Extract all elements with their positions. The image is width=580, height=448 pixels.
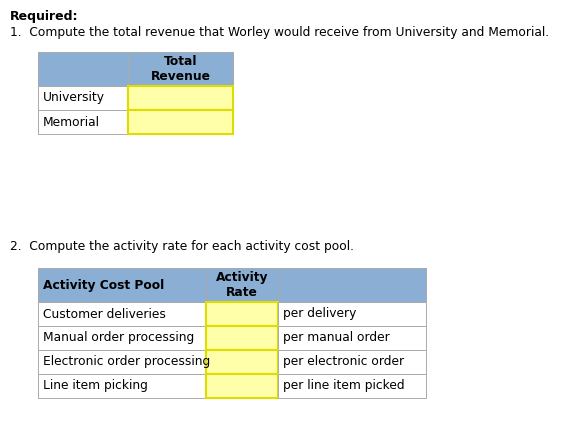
- Bar: [206, 302, 278, 326]
- Text: per delivery: per delivery: [283, 307, 356, 320]
- Text: Memorial: Memorial: [43, 116, 100, 129]
- Text: Activity
Rate: Activity Rate: [216, 271, 268, 299]
- Bar: [278, 268, 426, 302]
- Text: per line item picked: per line item picked: [283, 379, 405, 392]
- Bar: [38, 52, 128, 86]
- Text: per electronic order: per electronic order: [283, 356, 404, 369]
- Bar: [206, 374, 278, 398]
- Bar: [206, 326, 278, 350]
- Bar: [278, 302, 426, 326]
- Text: Required:: Required:: [10, 10, 78, 23]
- Bar: [128, 52, 233, 86]
- Bar: [38, 110, 128, 134]
- Bar: [38, 350, 206, 374]
- Bar: [128, 110, 233, 134]
- Text: Manual order processing: Manual order processing: [43, 332, 194, 345]
- Bar: [278, 350, 426, 374]
- Bar: [278, 326, 426, 350]
- Bar: [38, 374, 206, 398]
- Text: University: University: [43, 91, 105, 104]
- Bar: [206, 350, 278, 374]
- Text: per manual order: per manual order: [283, 332, 390, 345]
- Text: Electronic order processing: Electronic order processing: [43, 356, 210, 369]
- Bar: [128, 86, 233, 110]
- Text: Activity Cost Pool: Activity Cost Pool: [43, 279, 164, 292]
- Text: Total
Revenue: Total Revenue: [150, 55, 211, 83]
- Text: Line item picking: Line item picking: [43, 379, 148, 392]
- Bar: [38, 302, 206, 326]
- Bar: [206, 268, 278, 302]
- Text: 2.  Compute the activity rate for each activity cost pool.: 2. Compute the activity rate for each ac…: [10, 240, 354, 253]
- Bar: [38, 268, 206, 302]
- Bar: [38, 86, 128, 110]
- Bar: [38, 326, 206, 350]
- Text: Customer deliveries: Customer deliveries: [43, 307, 166, 320]
- Text: 1.  Compute the total revenue that Worley would receive from University and Memo: 1. Compute the total revenue that Worley…: [10, 26, 549, 39]
- Bar: [278, 374, 426, 398]
